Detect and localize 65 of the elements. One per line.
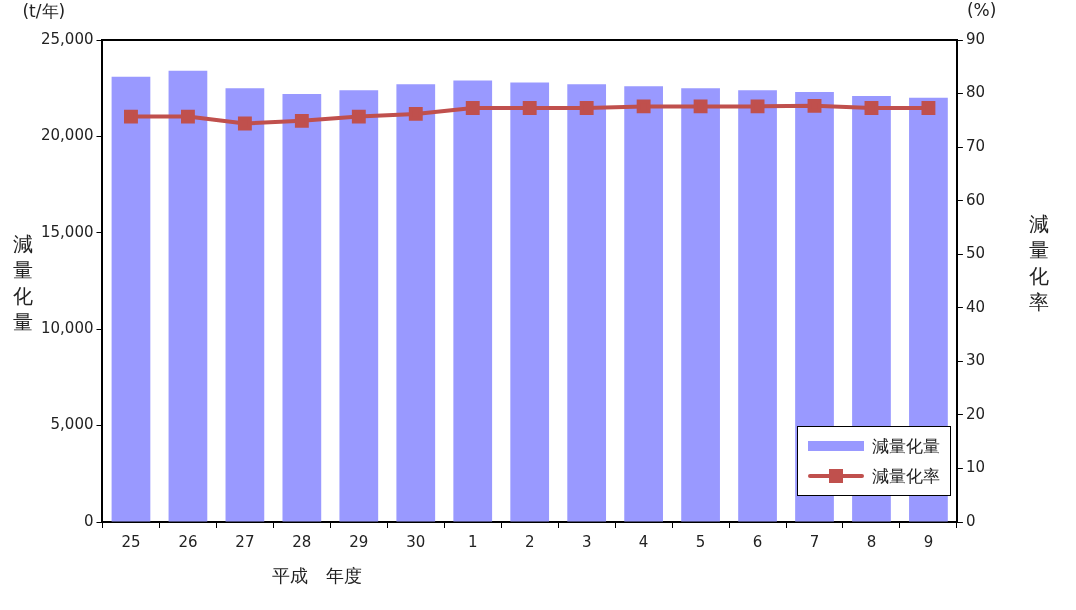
- point: [579, 101, 594, 115]
- bar: [168, 70, 208, 522]
- y-axis-title: 減量化量: [12, 231, 33, 335]
- point: [750, 99, 765, 114]
- y-tick-label: 15,000: [40, 222, 94, 241]
- x-tick-label: 5: [695, 532, 706, 551]
- point: [465, 101, 480, 115]
- legend-label: 減量化率: [871, 464, 940, 488]
- x-tick-label: 7: [809, 532, 820, 551]
- x-tick-label: 26: [178, 532, 198, 551]
- text: (%): [966, 0, 997, 20]
- y2-tick-label: 80: [965, 83, 986, 102]
- x-tick-label: 8: [866, 532, 877, 551]
- x-tick-label: 6: [752, 532, 763, 551]
- x-tick-label: 3: [581, 532, 592, 551]
- y2-tick-label: 20: [965, 404, 986, 423]
- y-tick-label: 20,000: [40, 126, 94, 145]
- point: [807, 98, 822, 113]
- point: [180, 109, 195, 124]
- x-tick-label: 2: [524, 532, 535, 551]
- point: [636, 99, 651, 114]
- y2-tick-label: 0: [965, 511, 976, 530]
- bar: [453, 80, 493, 522]
- y2-tick-label: 70: [965, 137, 986, 155]
- y-tick-label: 0: [83, 511, 94, 530]
- y-tick-label: 10,000: [40, 319, 94, 338]
- y2-tick-label: 30: [965, 351, 986, 370]
- y2-tick-label: 50: [965, 244, 986, 263]
- point: [522, 101, 537, 115]
- point: [921, 101, 936, 115]
- y-tick-label: 5,000: [50, 415, 94, 434]
- point: [237, 116, 252, 131]
- point: [124, 109, 138, 124]
- x-tick-label: 27: [235, 532, 255, 551]
- x-tick-label: 25: [121, 532, 141, 551]
- x-tick-label: 29: [349, 532, 369, 551]
- y2-tick-label: 60: [965, 190, 986, 209]
- bar: [396, 84, 436, 522]
- bar: [225, 88, 265, 522]
- bar: [339, 90, 379, 522]
- bar: [681, 88, 720, 522]
- text: (t/年): [22, 0, 66, 23]
- bar: [738, 90, 777, 522]
- bar: [282, 93, 322, 522]
- bar: [510, 82, 550, 522]
- bar: [624, 86, 663, 522]
- point: [351, 109, 366, 124]
- y2-tick-label: 10: [965, 458, 986, 477]
- y2-tick-label: 90: [965, 29, 986, 48]
- point: [693, 99, 708, 114]
- x-tick-label: 9: [923, 532, 934, 551]
- y2-tick-label: 40: [965, 297, 986, 316]
- x-axis-title: 平成 年度: [272, 564, 363, 588]
- point: [864, 101, 879, 115]
- point: [294, 113, 309, 128]
- x-tick-label: 30: [406, 532, 426, 551]
- x-tick-label: 1: [467, 532, 478, 551]
- y-tick-label: 25,000: [40, 29, 94, 48]
- bar: [111, 76, 151, 522]
- bar: [567, 84, 607, 522]
- point: [408, 106, 423, 121]
- x-tick-label: 4: [638, 532, 649, 551]
- x-tick-label: 28: [292, 532, 312, 551]
- legend-label: 減量化量: [871, 434, 940, 458]
- y2-axis-title: 減量化率: [1028, 211, 1050, 315]
